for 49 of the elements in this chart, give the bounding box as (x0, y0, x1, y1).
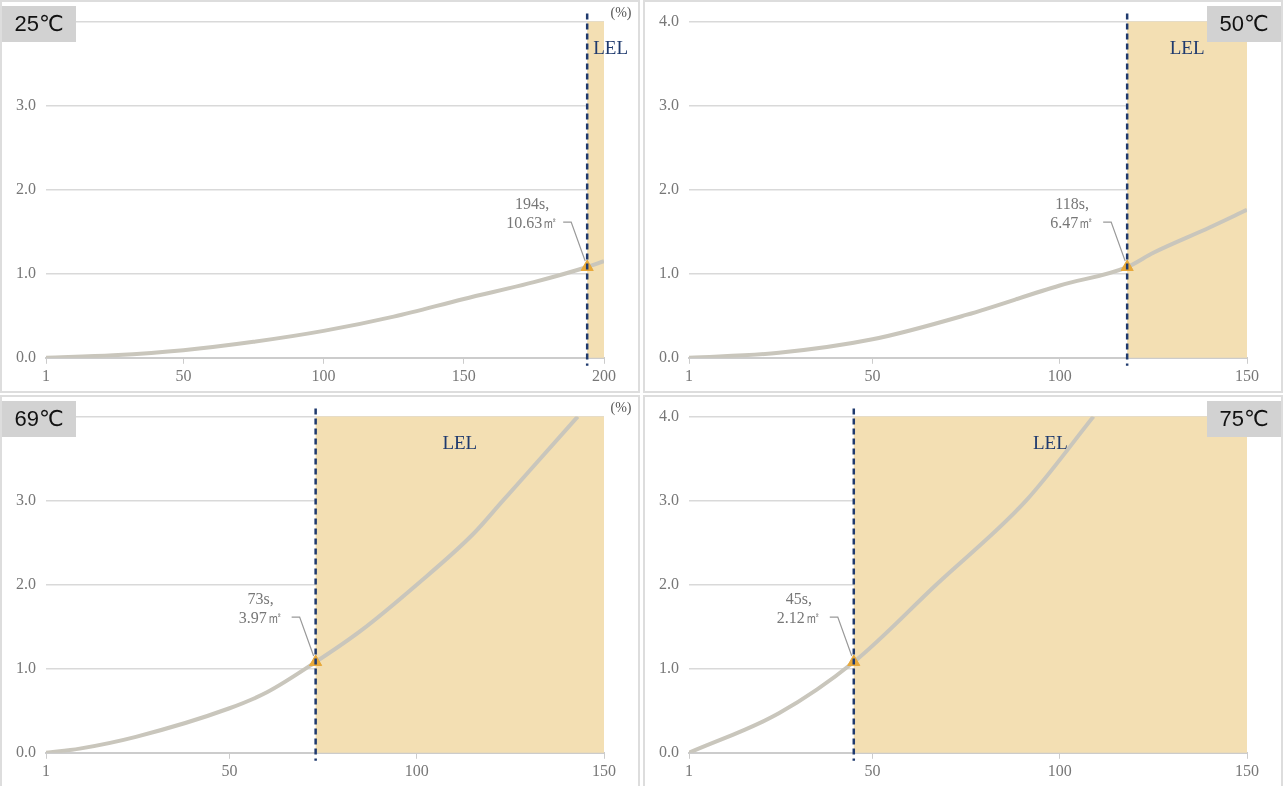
x-tick-label: 150 (1235, 366, 1259, 384)
chart-title: 75℃ (1207, 401, 1281, 437)
y-tick-label: 0.0 (16, 743, 36, 760)
y-tick-label: 3.0 (16, 490, 36, 508)
y-tick-label: 2.0 (16, 179, 36, 197)
x-tick-label: 1 (685, 366, 693, 384)
y-tick-label: 3.0 (16, 95, 36, 113)
y-tick-label: 4.0 (659, 406, 679, 424)
x-tick-label: 100 (1047, 761, 1072, 779)
band-label: LEL (593, 37, 628, 59)
y-tick-label: 0.0 (659, 743, 679, 760)
band-label: LEL (442, 432, 478, 454)
y-tick-label: 3.0 (659, 95, 679, 113)
annotation: 45s, 2.12㎡ (776, 590, 821, 627)
y-tick-label: 1.0 (16, 658, 36, 676)
y-tick-label: 3.0 (659, 490, 679, 508)
x-tick-label: 150 (451, 366, 476, 384)
y-axis-title: (%) (610, 4, 632, 21)
x-tick-label: 50 (864, 366, 881, 384)
x-tick-label: 50 (175, 366, 192, 384)
x-tick-label: 150 (1235, 761, 1259, 779)
y-axis-title: (%) (610, 399, 632, 416)
y-tick-label: 1.0 (659, 263, 679, 281)
x-tick-label: 100 (404, 761, 429, 779)
y-tick-label: 1.0 (659, 658, 679, 676)
x-tick-label: 200 (592, 366, 616, 384)
y-tick-label: 4.0 (659, 11, 679, 29)
annotation: 118s, 6.47㎡ (1050, 195, 1095, 232)
x-tick-label: 50 (864, 761, 881, 779)
annotation: 194s, 10.63㎡ (506, 195, 559, 232)
y-tick-label: 0.0 (659, 348, 679, 365)
x-tick-label: 1 (42, 366, 50, 384)
y-tick-label: 2.0 (16, 574, 36, 592)
x-tick-label: 150 (592, 761, 616, 779)
x-tick-label: 100 (1047, 366, 1072, 384)
x-tick-label: 50 (221, 761, 238, 779)
band-label: LEL (1169, 37, 1205, 59)
y-tick-label: 2.0 (659, 179, 679, 197)
annotation: 73s, 3.97㎡ (238, 590, 283, 627)
chart-title: 25℃ (2, 6, 76, 42)
band-label: LEL (1032, 432, 1068, 454)
chart-title: 69℃ (2, 401, 76, 437)
x-tick-label: 100 (311, 366, 336, 384)
y-tick-label: 1.0 (16, 263, 36, 281)
x-tick-label: 1 (42, 761, 50, 779)
y-tick-label: 2.0 (659, 574, 679, 592)
chart-title: 50℃ (1207, 6, 1281, 42)
x-tick-label: 1 (685, 761, 693, 779)
y-tick-label: 0.0 (16, 348, 36, 365)
